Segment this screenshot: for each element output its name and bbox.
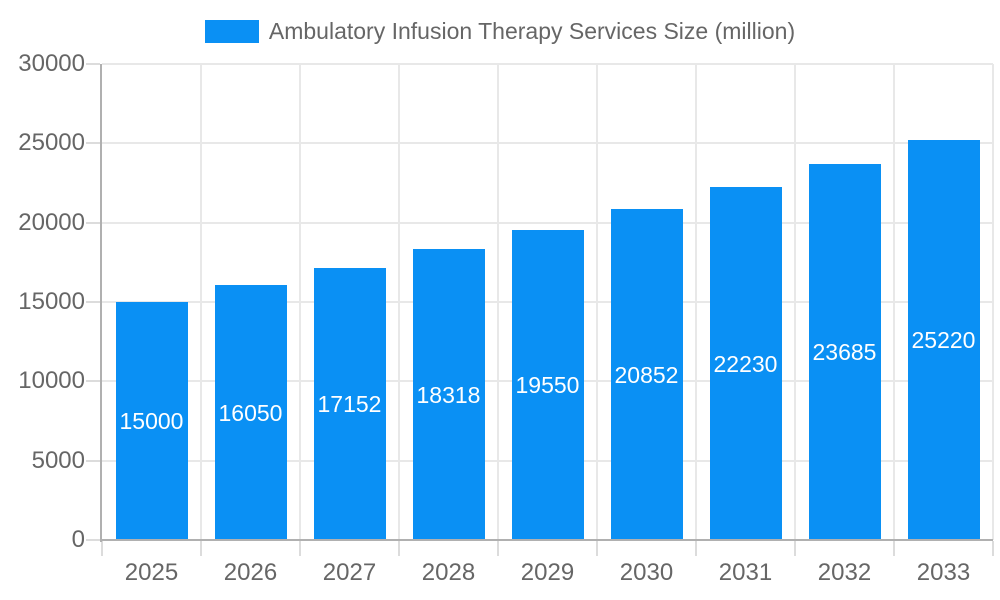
x-axis-label: 2033 (916, 559, 971, 586)
bar[interactable] (610, 209, 683, 540)
legend: Ambulatory Infusion Therapy Services Siz… (0, 18, 1000, 45)
y-axis-tick (86, 63, 100, 65)
gridline-horizontal (102, 63, 993, 65)
x-axis-tick (299, 541, 301, 556)
y-axis-tick (86, 142, 100, 145)
x-axis-label: 2025 (124, 559, 179, 586)
bar[interactable] (313, 267, 386, 540)
y-axis-label: 0 (71, 526, 85, 553)
x-axis-label: 2027 (322, 559, 377, 586)
bar-data-label: 20852 (614, 361, 679, 388)
x-axis-label: 2030 (619, 559, 674, 586)
legend-swatch (204, 20, 259, 43)
x-axis-label: 2031 (718, 559, 773, 586)
legend-item[interactable]: Ambulatory Infusion Therapy Services Siz… (204, 18, 796, 45)
bar-data-label: 23685 (812, 339, 877, 366)
bar[interactable] (115, 302, 188, 540)
y-axis-label: 15000 (18, 288, 85, 315)
y-axis-label: 25000 (18, 129, 85, 157)
y-axis-tick (86, 459, 100, 462)
x-axis-tick (200, 541, 202, 556)
y-axis-label: 5000 (31, 446, 85, 474)
y-axis-tick (86, 301, 100, 303)
bar-data-label: 15000 (119, 408, 184, 434)
gridline-vertical (200, 64, 202, 540)
bar-data-label: 19550 (515, 371, 580, 398)
x-axis-tick (398, 541, 400, 556)
x-axis-tick (794, 541, 796, 556)
x-axis-tick (497, 541, 499, 556)
x-axis-tick (596, 541, 598, 556)
y-axis-label: 20000 (18, 208, 85, 236)
gridline-vertical (695, 64, 697, 540)
x-axis-label: 2028 (421, 559, 476, 586)
bar[interactable] (511, 229, 584, 540)
gridline-horizontal (102, 142, 993, 145)
y-axis-tick (86, 221, 100, 224)
x-axis-line (100, 539, 993, 541)
gridline-horizontal (102, 221, 993, 224)
bar[interactable] (412, 249, 485, 540)
bar-data-label: 17152 (317, 390, 382, 417)
y-axis-line (100, 64, 102, 542)
bar[interactable] (808, 164, 881, 540)
bar[interactable] (214, 285, 287, 540)
y-axis-tick (86, 539, 100, 541)
y-axis-label: 30000 (18, 50, 85, 77)
bar[interactable] (907, 139, 980, 540)
x-axis-tick (893, 541, 895, 556)
gridline-vertical (992, 64, 994, 540)
x-axis-label: 2032 (817, 559, 872, 586)
x-axis-tick (101, 541, 103, 556)
gridline-vertical (299, 64, 301, 540)
gridline-vertical (596, 64, 598, 540)
bar-data-label: 25220 (911, 326, 976, 353)
x-axis-label: 2026 (223, 559, 278, 586)
y-axis-label: 10000 (18, 367, 85, 395)
x-axis-label: 2029 (520, 559, 575, 586)
gridline-vertical (794, 64, 796, 540)
gridline-vertical (398, 64, 400, 540)
legend-label: Ambulatory Infusion Therapy Services Siz… (268, 18, 796, 44)
bar-data-label: 22230 (713, 350, 778, 377)
bar-data-label: 18318 (416, 381, 481, 408)
bar-data-label: 16050 (218, 399, 283, 426)
bar[interactable] (709, 187, 782, 540)
x-axis-tick (695, 541, 697, 556)
gridline-vertical (893, 64, 895, 540)
y-axis-tick (86, 380, 100, 383)
gridline-vertical (497, 64, 499, 540)
x-axis-tick (992, 541, 994, 556)
